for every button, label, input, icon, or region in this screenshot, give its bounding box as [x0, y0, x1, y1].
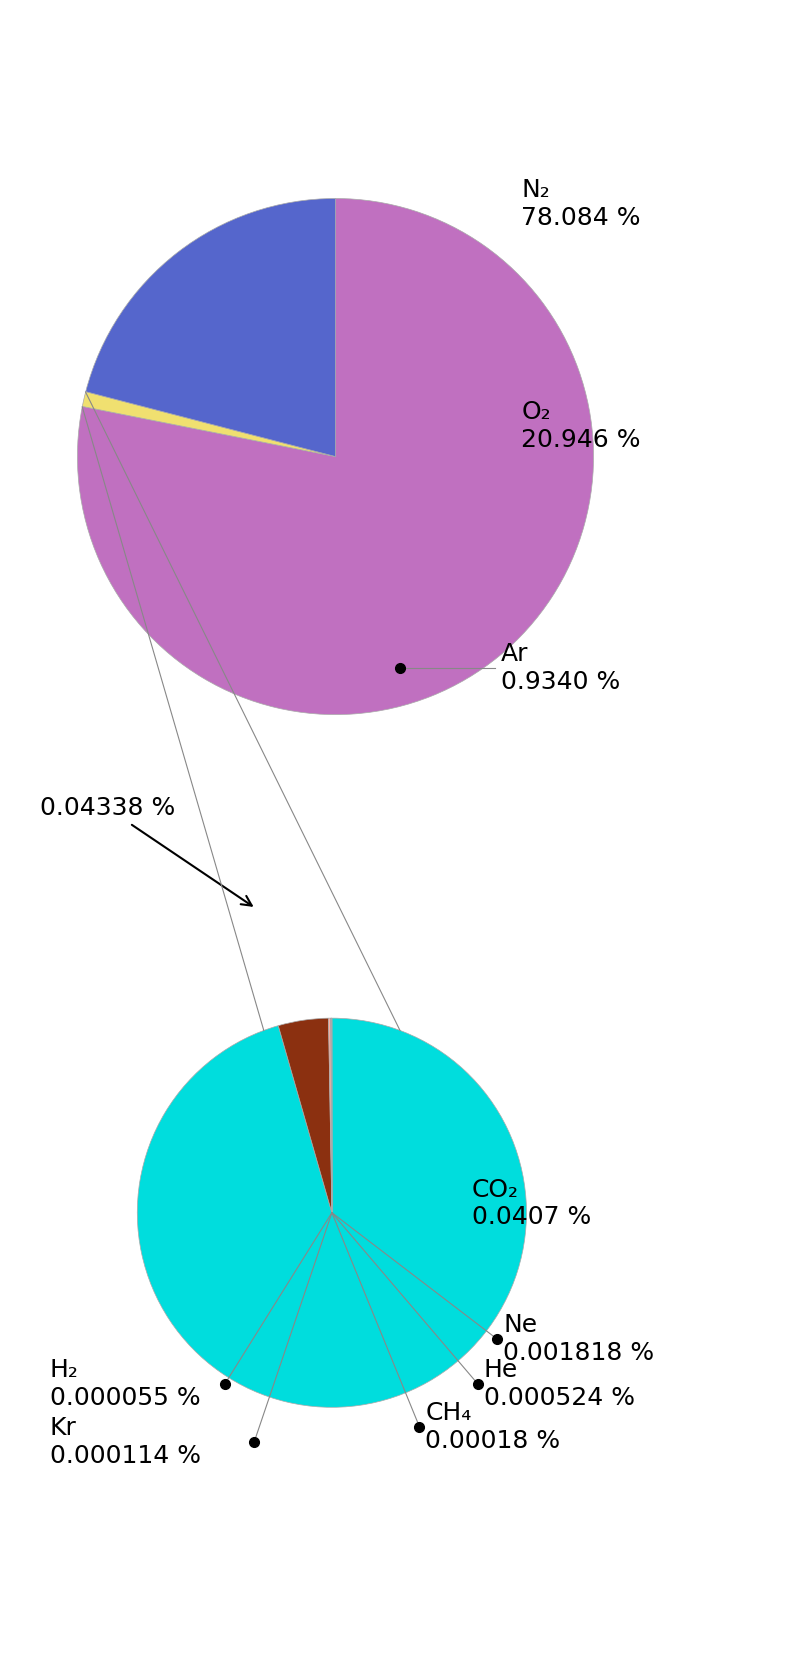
Text: He
0.000524 %: He 0.000524 %: [484, 1359, 634, 1410]
Text: N₂
78.084 %: N₂ 78.084 %: [522, 178, 641, 230]
Text: Ne
0.001818 %: Ne 0.001818 %: [503, 1314, 654, 1365]
Wedge shape: [82, 392, 335, 457]
Wedge shape: [86, 198, 335, 457]
Text: CH₄
0.00018 %: CH₄ 0.00018 %: [426, 1400, 561, 1452]
Wedge shape: [138, 1019, 526, 1407]
Wedge shape: [330, 1019, 332, 1212]
Text: CO₂
0.0407 %: CO₂ 0.0407 %: [472, 1177, 591, 1230]
Text: H₂
0.000055 %: H₂ 0.000055 %: [50, 1359, 200, 1410]
Wedge shape: [78, 198, 594, 715]
Text: Kr
0.000114 %: Kr 0.000114 %: [50, 1417, 201, 1469]
Wedge shape: [278, 1019, 332, 1212]
Text: 0.04338 %: 0.04338 %: [40, 797, 252, 905]
Text: O₂
20.946 %: O₂ 20.946 %: [522, 400, 641, 452]
Text: Ar
0.9340 %: Ar 0.9340 %: [501, 642, 620, 693]
Wedge shape: [329, 1019, 332, 1212]
